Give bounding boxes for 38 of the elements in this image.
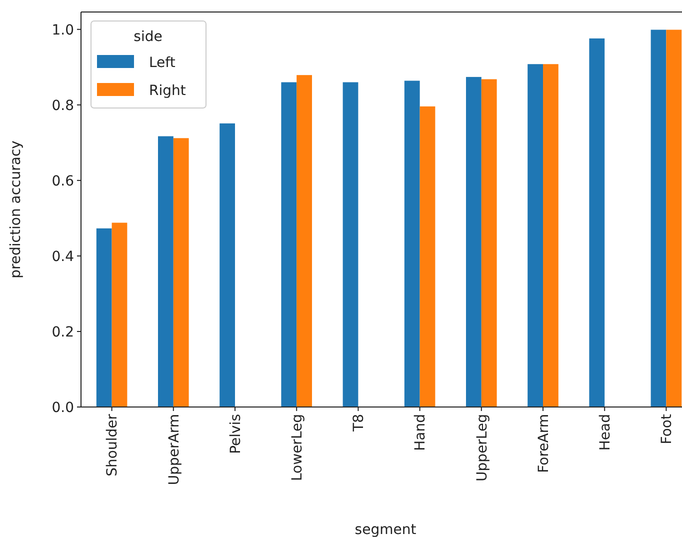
bar: [543, 64, 558, 407]
x-tick-label: Hand: [412, 414, 429, 451]
y-tick-label: 0.0: [52, 400, 74, 416]
x-tick-label: UpperArm: [166, 414, 182, 486]
y-tick-label: 1.0: [52, 22, 74, 38]
bar: [296, 75, 312, 407]
bar: [481, 79, 497, 407]
legend-label: Right: [149, 82, 186, 99]
bar: [173, 138, 189, 407]
bar: [650, 30, 666, 407]
bar: [112, 222, 128, 407]
bar: [404, 80, 420, 407]
bar: [281, 82, 297, 407]
bar: [420, 106, 436, 407]
y-tick-label: 0.6: [52, 173, 74, 190]
bar: [342, 82, 358, 407]
bar: [589, 38, 605, 407]
legend-label: Left: [149, 54, 176, 71]
y-tick-label: 0.8: [52, 98, 74, 114]
bar: [158, 136, 174, 407]
x-tick-label: Shoulder: [104, 414, 121, 476]
bar: [466, 76, 482, 407]
x-tick-label: ForeArm: [536, 414, 552, 473]
bar: [666, 30, 682, 407]
x-tick-label: Head: [598, 414, 614, 451]
x-tick-label: UpperLeg: [474, 414, 490, 482]
x-tick-label: LowerLeg: [290, 414, 306, 481]
x-tick-label: Pelvis: [228, 414, 244, 454]
legend-title: side: [134, 29, 162, 45]
x-tick-label: Foot: [659, 414, 676, 444]
y-axis-title: prediction accuracy: [8, 140, 24, 278]
y-tick-label: 0.2: [52, 324, 74, 340]
x-tick-label: T8: [351, 414, 368, 432]
bar: [220, 123, 235, 407]
y-tick-label: 0.4: [52, 248, 74, 265]
x-axis-title: segment: [354, 522, 417, 537]
bar: [528, 64, 543, 407]
bar: [96, 228, 112, 407]
